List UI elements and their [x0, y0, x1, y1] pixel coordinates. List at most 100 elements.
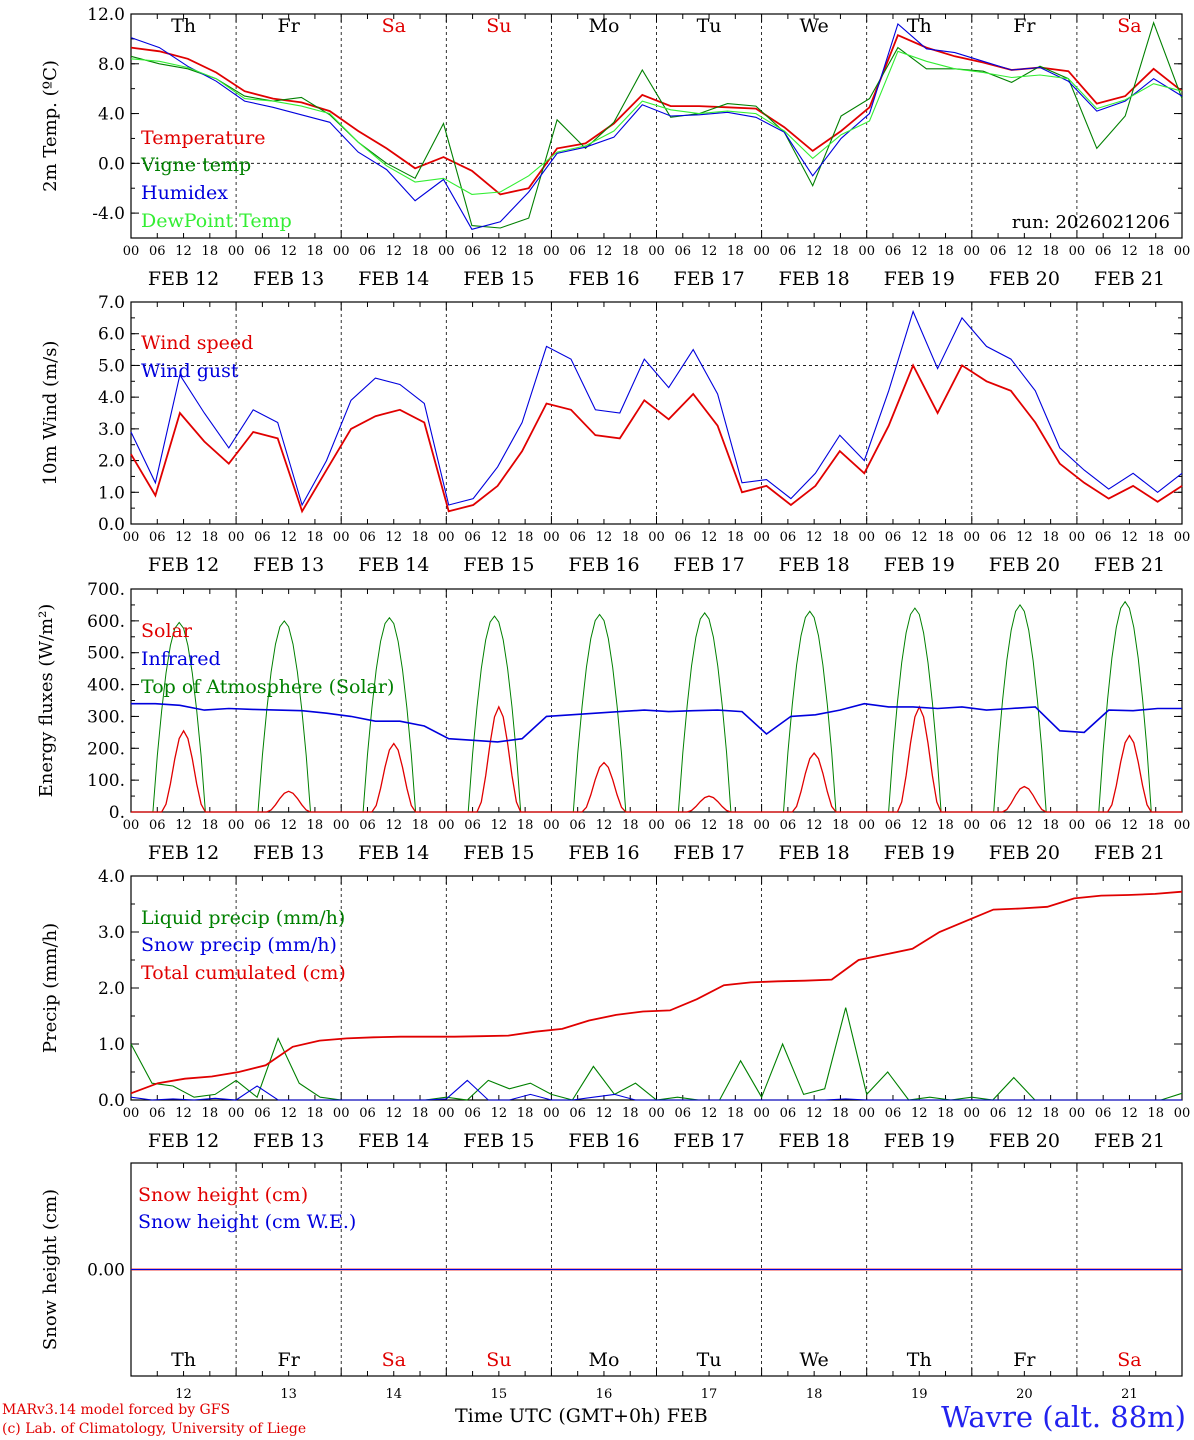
hour-tick-label: 18	[1147, 1106, 1164, 1121]
hour-tick-label: 12	[911, 818, 928, 833]
y-axis-title: Snow height (cm)	[40, 1189, 61, 1350]
hour-tick-label: 18	[727, 530, 744, 545]
hour-tick-label: 00	[753, 244, 770, 259]
hour-tick-label: 00	[1069, 818, 1086, 833]
date-label: FEB 18	[779, 268, 850, 290]
date-label: FEB 16	[568, 1130, 639, 1152]
hour-tick-label: 12	[701, 530, 718, 545]
hour-tick-label: 18	[937, 818, 954, 833]
legend-entry: Vigne temp	[140, 154, 251, 176]
y-axis-title: 2m Temp. (ºC)	[40, 60, 61, 192]
day-number-label: 12	[175, 1387, 192, 1402]
hour-tick-label: 06	[359, 818, 376, 833]
date-label: FEB 17	[673, 1130, 744, 1152]
date-label: FEB 12	[148, 268, 219, 290]
hour-tick-label: 12	[175, 244, 192, 259]
hour-tick-label: 00	[333, 530, 350, 545]
date-label: FEB 12	[148, 842, 219, 864]
date-label: FEB 17	[673, 842, 744, 864]
y-tick-label: 7.0	[98, 293, 125, 313]
hour-tick-label: 00	[438, 530, 455, 545]
date-label: FEB 18	[779, 1130, 850, 1152]
hour-tick-label: 00	[438, 1106, 455, 1121]
hour-tick-label: 12	[1121, 1106, 1138, 1121]
legend-entry: DewPoint Temp	[141, 210, 292, 232]
legend-entry: Infrared	[141, 648, 221, 670]
legend-entry: Liquid precip (mm/h)	[141, 907, 345, 929]
date-label: FEB 15	[463, 842, 534, 864]
hour-tick-label: 12	[701, 1106, 718, 1121]
weekday-label: Fr	[278, 1349, 301, 1371]
hour-tick-label: 00	[228, 244, 245, 259]
hour-tick-label: 00	[753, 1106, 770, 1121]
series-line-dewpoint-temp	[130, 50, 1183, 195]
weekday-label: Sa	[1117, 1349, 1141, 1371]
date-label: FEB 17	[673, 554, 744, 576]
hour-tick-label: 12	[1016, 1106, 1033, 1121]
date-label: FEB 18	[779, 842, 850, 864]
hour-tick-label: 12	[911, 530, 928, 545]
date-label: FEB 13	[253, 268, 324, 290]
date-label: FEB 21	[1094, 554, 1165, 576]
hour-tick-label: 18	[1042, 244, 1059, 259]
hour-tick-label: 18	[202, 818, 219, 833]
date-label: FEB 12	[148, 554, 219, 576]
hour-tick-label: 00	[858, 244, 875, 259]
hour-tick-label: 12	[385, 1106, 402, 1121]
hour-tick-label: 06	[990, 530, 1007, 545]
time-axis-label: Time UTC (GMT+0h) FEB	[455, 1405, 708, 1427]
hour-tick-label: 18	[412, 530, 429, 545]
date-label: FEB 19	[884, 1130, 955, 1152]
y-tick-label: 0.0	[98, 1091, 125, 1111]
day-number-label: 20	[1016, 1387, 1033, 1402]
hour-tick-label: 18	[832, 244, 849, 259]
hour-tick-label: 06	[675, 530, 692, 545]
y-tick-label: 4.0	[98, 388, 125, 408]
hour-tick-label: 06	[464, 1106, 481, 1121]
hour-tick-label: 12	[1016, 818, 1033, 833]
day-number-label: 14	[385, 1387, 402, 1402]
date-label: FEB 17	[673, 268, 744, 290]
hour-tick-label: 00	[123, 530, 140, 545]
hour-tick-label: 06	[990, 818, 1007, 833]
hour-tick-label: 06	[569, 1106, 586, 1121]
y-tick-label: 0.0	[98, 515, 125, 535]
hour-tick-label: 06	[254, 244, 271, 259]
y-tick-label: 1.0	[98, 483, 125, 503]
y-tick-label: 500.	[87, 644, 125, 664]
hour-tick-label: 12	[806, 1106, 823, 1121]
hour-tick-label: 00	[648, 1106, 665, 1121]
date-label: FEB 16	[568, 268, 639, 290]
run-label: run: 2026021206	[1012, 212, 1170, 233]
y-tick-label: 0.00	[87, 1261, 125, 1281]
hour-tick-label: 00	[753, 530, 770, 545]
hour-tick-label: 00	[228, 818, 245, 833]
hour-tick-label: 00	[543, 1106, 560, 1121]
hour-tick-label: 12	[491, 244, 508, 259]
panel-frame-temperature	[130, 13, 1183, 239]
date-label: FEB 16	[568, 554, 639, 576]
date-label: FEB 13	[253, 842, 324, 864]
legend-entry: Top of Atmosphere (Solar)	[141, 676, 394, 698]
hour-tick-label: 06	[780, 1106, 797, 1121]
y-tick-label: 0.0	[98, 154, 125, 174]
series-line-total-cumulated-cm-	[130, 890, 1183, 1095]
legend-entry: Wind gust	[141, 360, 239, 382]
hour-tick-label: 18	[412, 1106, 429, 1121]
hour-tick-label: 12	[1121, 244, 1138, 259]
y-tick-label: 6.0	[98, 325, 125, 345]
hour-tick-label: 12	[385, 530, 402, 545]
hour-tick-label: 18	[1147, 244, 1164, 259]
hour-tick-label: 00	[648, 244, 665, 259]
hour-tick-label: 06	[1095, 244, 1112, 259]
y-tick-label: 3.0	[98, 923, 125, 943]
hour-tick-label: 18	[832, 530, 849, 545]
date-label: FEB 15	[463, 268, 534, 290]
hour-tick-label: 00	[543, 244, 560, 259]
series-line-wind-gust	[130, 309, 1183, 507]
weekday-label: Sa	[382, 1349, 406, 1371]
hour-tick-label: 00	[648, 530, 665, 545]
series-line-infrared	[131, 702, 1182, 743]
y-tick-label: 0.	[109, 803, 125, 823]
weekday-label: Su	[486, 1349, 511, 1371]
